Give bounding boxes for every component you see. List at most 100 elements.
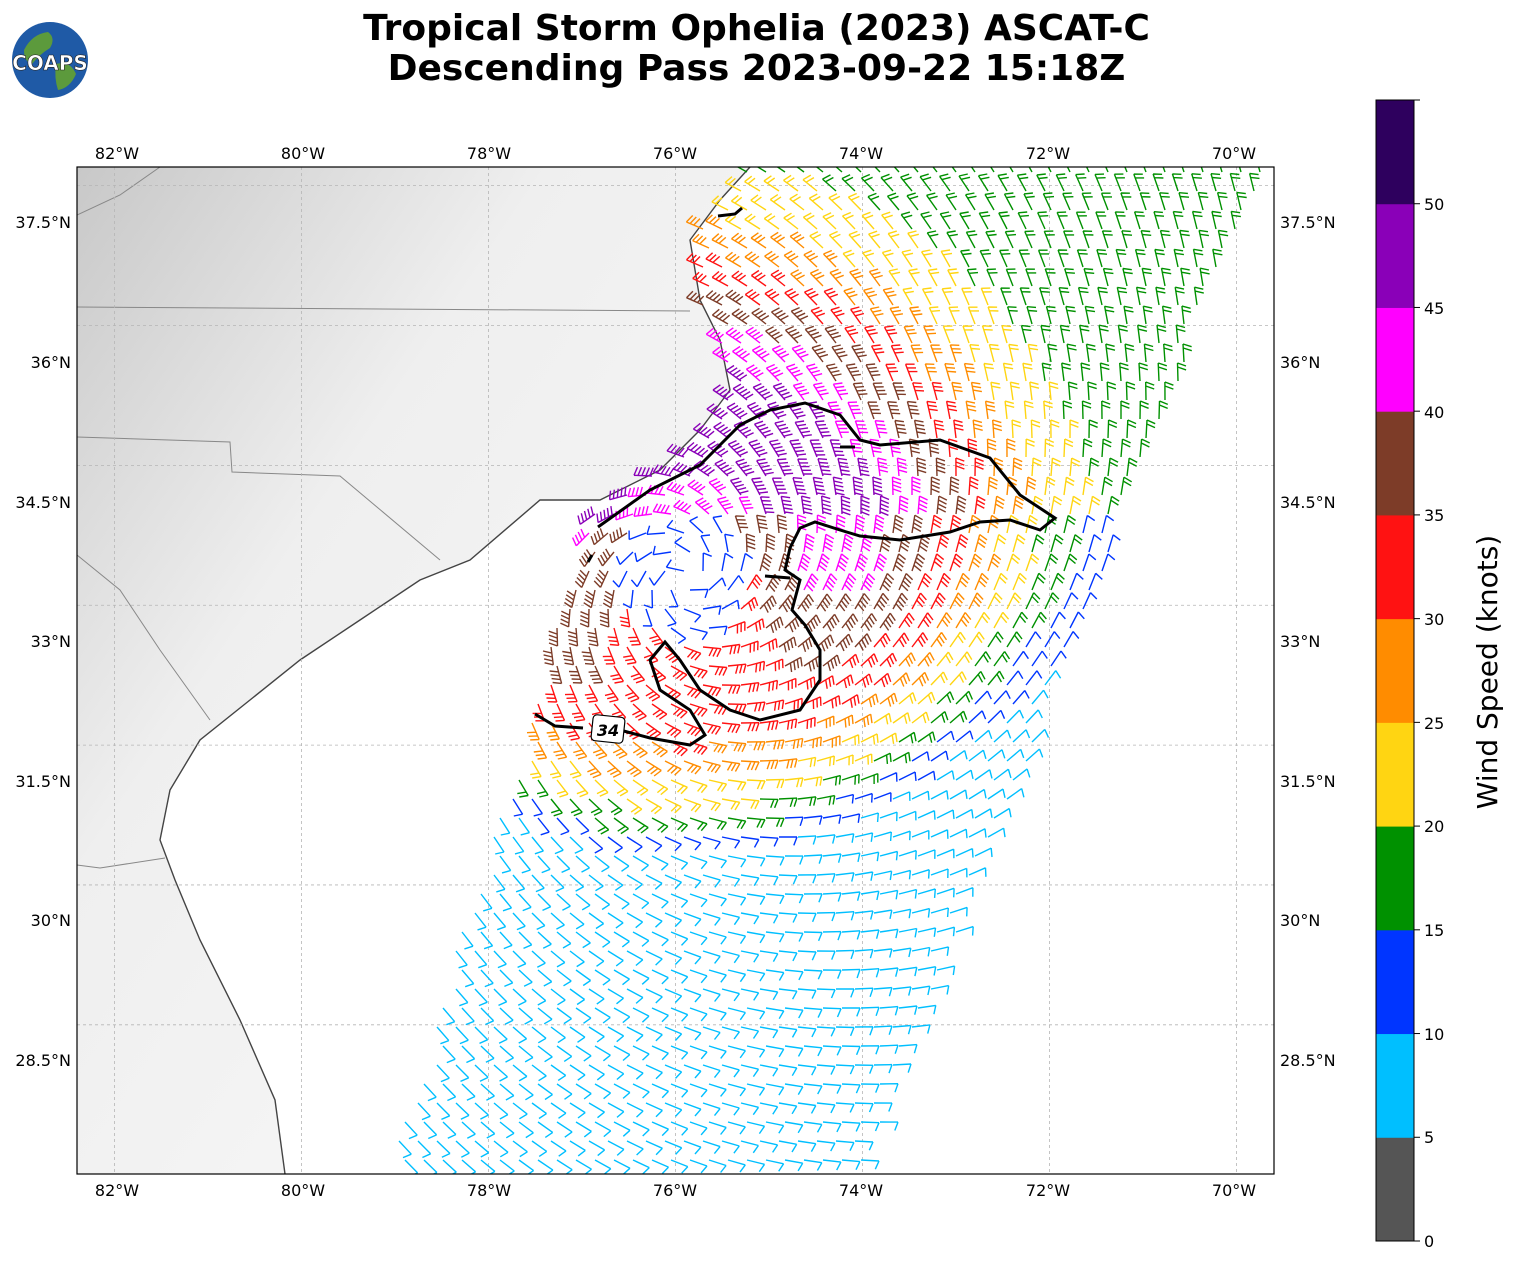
wind-barb bbox=[911, 632, 929, 648]
wind-barb bbox=[1115, 248, 1127, 268]
svg-text:80°W: 80°W bbox=[281, 144, 325, 163]
svg-text:74°W: 74°W bbox=[839, 1181, 883, 1200]
wind-barb bbox=[746, 931, 766, 944]
wind-barb bbox=[645, 684, 661, 702]
colorbar-segment bbox=[1376, 618, 1414, 723]
wind-barb bbox=[835, 514, 846, 534]
wind-barb bbox=[910, 344, 924, 363]
wind-barb bbox=[744, 175, 761, 192]
wind-barb bbox=[931, 381, 944, 401]
wind-barb bbox=[1027, 343, 1039, 363]
wind-barb bbox=[803, 969, 823, 980]
wind-barb bbox=[873, 831, 892, 842]
wind-barb bbox=[907, 230, 919, 249]
wind-barb bbox=[1050, 419, 1060, 439]
wind-barb bbox=[949, 750, 968, 762]
wind-barb bbox=[917, 495, 928, 515]
wind-barb bbox=[955, 808, 974, 819]
wind-barb bbox=[835, 674, 854, 689]
wind-barb bbox=[546, 722, 560, 741]
wind-barb bbox=[892, 712, 911, 724]
wind-barb bbox=[962, 325, 974, 344]
wind-barb bbox=[670, 627, 687, 644]
wind-barb bbox=[816, 1064, 836, 1075]
wind-barb bbox=[1031, 611, 1047, 629]
wind-barb bbox=[968, 828, 987, 838]
wind-barb bbox=[834, 420, 849, 439]
wind-barb bbox=[874, 420, 888, 439]
wind-barb bbox=[822, 735, 841, 748]
wind-barb bbox=[998, 211, 1010, 230]
wind-barb bbox=[1064, 268, 1075, 287]
svg-text:70°W: 70°W bbox=[1212, 1181, 1256, 1200]
wind-barb bbox=[955, 690, 974, 705]
wind-barb bbox=[974, 769, 993, 781]
wind-barb bbox=[879, 850, 899, 861]
wind-barb bbox=[852, 382, 868, 401]
wind-barb bbox=[1075, 173, 1087, 192]
svg-text:31.5°N: 31.5°N bbox=[1280, 772, 1336, 791]
svg-text:36°N: 36°N bbox=[31, 353, 71, 372]
wind-barb bbox=[759, 1102, 779, 1115]
wind-barb bbox=[847, 192, 862, 211]
wind-barb bbox=[575, 1121, 592, 1138]
wind-barb bbox=[588, 1064, 605, 1081]
wind-barb bbox=[721, 1064, 740, 1078]
wind-barb bbox=[965, 400, 977, 420]
wind-barb bbox=[879, 732, 898, 745]
wind-barb bbox=[556, 969, 572, 987]
wind-barb bbox=[803, 815, 823, 825]
wind-barb bbox=[959, 211, 971, 230]
wind-barb bbox=[593, 569, 609, 588]
wind-barb bbox=[835, 793, 855, 804]
svg-text:82°W: 82°W bbox=[95, 144, 139, 163]
wind-barb bbox=[1044, 631, 1061, 648]
gridlines bbox=[77, 167, 1274, 1174]
wind-barb bbox=[628, 530, 647, 541]
wind-barb bbox=[784, 1159, 804, 1172]
wind-barb bbox=[670, 1121, 689, 1136]
svg-text:45: 45 bbox=[1424, 299, 1444, 318]
wind-barb bbox=[1037, 249, 1049, 268]
wind-barb bbox=[651, 1159, 670, 1174]
wind-barb bbox=[778, 1140, 798, 1153]
wind-barb bbox=[816, 593, 833, 612]
wind-barb bbox=[869, 306, 884, 325]
wind-barb bbox=[1044, 670, 1062, 686]
wind-barb bbox=[764, 288, 780, 306]
wind-barb bbox=[480, 1007, 495, 1026]
wind-barb bbox=[596, 506, 615, 524]
wind-barb bbox=[594, 1121, 612, 1138]
wind-barb bbox=[708, 931, 727, 945]
wind-barb bbox=[721, 1140, 740, 1154]
wind-barb bbox=[794, 420, 812, 439]
wind-barb bbox=[803, 893, 823, 903]
wind-barb bbox=[474, 1102, 489, 1120]
wind-barb bbox=[939, 211, 952, 230]
wind-barb bbox=[518, 969, 533, 987]
wind-barb bbox=[683, 722, 702, 737]
wind-barb bbox=[531, 798, 543, 817]
wind-barb bbox=[835, 911, 855, 921]
state-border-sc-ga bbox=[77, 554, 211, 721]
wind-barb bbox=[771, 344, 790, 363]
wind-barb bbox=[987, 670, 1005, 686]
wind-barb bbox=[912, 167, 919, 173]
state-border-nc-sc bbox=[77, 436, 441, 561]
wind-barb bbox=[778, 1102, 798, 1115]
wind-barb bbox=[512, 874, 526, 893]
wind-barb bbox=[604, 684, 619, 703]
wind-barb bbox=[898, 888, 918, 899]
wind-barb bbox=[692, 422, 715, 439]
wind-barb bbox=[945, 400, 958, 420]
wind-barb bbox=[870, 344, 885, 363]
wind-barb bbox=[588, 798, 603, 816]
wind-barb bbox=[873, 870, 893, 881]
wind-barb bbox=[868, 268, 883, 287]
wind-barb bbox=[700, 534, 711, 553]
wind-barb bbox=[892, 791, 911, 801]
wind-barb bbox=[898, 771, 917, 781]
wind-barb bbox=[1211, 210, 1222, 230]
wind-barb bbox=[1004, 230, 1017, 249]
wind-barb bbox=[664, 1026, 683, 1041]
